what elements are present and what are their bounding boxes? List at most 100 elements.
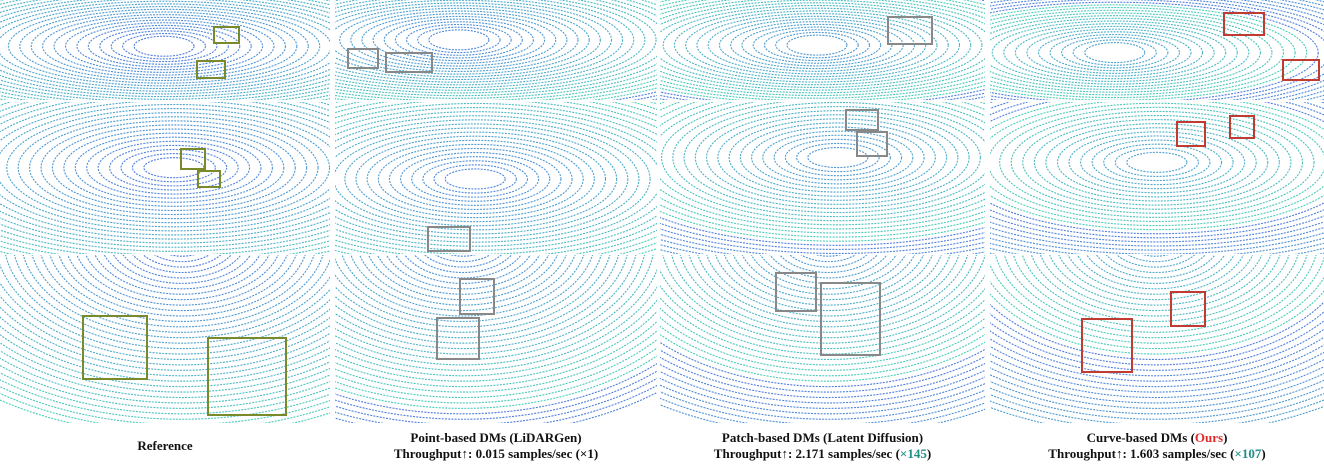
scan-ring — [990, 372, 1324, 409]
scan-ring — [779, 255, 878, 274]
scan-ring — [335, 320, 657, 388]
scan-ring — [361, 13, 557, 67]
scan-ring — [773, 134, 903, 181]
scan-ring — [990, 102, 1324, 239]
scan-ring — [0, 350, 330, 399]
scan-ring — [990, 102, 1324, 227]
scan-ring — [660, 316, 985, 371]
scan-ring — [662, 255, 985, 344]
scan-ring — [335, 347, 657, 404]
scan-ring — [990, 311, 1324, 366]
scan-ring — [739, 122, 936, 193]
scan-ring — [0, 357, 330, 404]
caption-text: ) — [1223, 430, 1228, 445]
scan-ring — [990, 365, 1324, 404]
scan-ring — [1086, 255, 1226, 284]
scan-ring — [660, 341, 985, 388]
scan-ring — [990, 320, 1324, 371]
scan-ring — [335, 355, 657, 409]
caption-text: Point-based DMs (LiDARGen) — [410, 430, 582, 445]
scan-ring — [388, 147, 562, 210]
scan-ring — [660, 216, 985, 246]
scan-ring — [660, 356, 985, 399]
scan-ring — [706, 110, 970, 205]
scan-ring — [99, 27, 229, 65]
scan-ring — [1127, 255, 1184, 263]
scan-ring — [53, 16, 275, 76]
scan-ring — [685, 10, 949, 80]
scan-ring — [335, 0, 646, 89]
scan-ring — [990, 328, 1324, 377]
scan-ring — [444, 168, 506, 190]
scan-ring — [42, 14, 286, 79]
caption-text: Throughput↑: 1.603 samples/sec ( — [1048, 446, 1235, 461]
scan-ring — [394, 255, 532, 284]
scan-ring — [723, 255, 933, 306]
scan-ring — [335, 119, 640, 239]
scan-ring — [660, 102, 985, 226]
scan-ring — [335, 0, 657, 99]
scan-ring — [17, 112, 330, 224]
scan-ring — [0, 0, 330, 92]
column-caption: Patch-based DMs (Latent Diffusion) Throug… — [660, 430, 985, 462]
scan-ring — [7, 6, 321, 87]
scan-ring — [1026, 28, 1204, 77]
scan-ring — [660, 0, 985, 97]
highlight-box — [1170, 291, 1206, 327]
scan-ring — [741, 23, 893, 67]
scan-ring — [133, 35, 195, 57]
scan-ring — [990, 7, 1296, 99]
scan-ring — [0, 263, 330, 355]
scan-ring — [335, 255, 611, 333]
scan-ring — [694, 106, 981, 210]
caption-text: Curve-based DMs ( — [1086, 430, 1195, 445]
scan-ring — [335, 268, 657, 366]
scan-ring — [789, 255, 868, 268]
scan-ring — [660, 0, 985, 99]
caption-line: Throughput↑: 1.603 samples/sec (×107) — [990, 446, 1324, 462]
caption-text: Reference — [137, 438, 193, 453]
highlight-box — [347, 48, 379, 69]
scan-ring — [335, 0, 624, 83]
scan-ring — [0, 316, 330, 377]
scan-ring — [1045, 123, 1269, 202]
scan-ring — [335, 102, 657, 254]
scan-ring — [335, 107, 657, 251]
scan-ring — [67, 255, 297, 312]
scan-ring — [1114, 147, 1199, 177]
scan-ring — [990, 226, 1324, 251]
scan-ring — [109, 144, 239, 191]
scan-ring — [63, 128, 285, 207]
scan-ring — [339, 7, 579, 72]
point-cloud-panel — [0, 102, 330, 254]
scan-ring — [153, 255, 211, 263]
scan-ring — [76, 255, 288, 306]
scan-ring — [612, 91, 657, 100]
scan-ring — [335, 102, 657, 254]
scan-ring — [990, 386, 1324, 420]
caption-line: Patch-based DMs (Latent Diffusion) — [660, 430, 985, 446]
scan-ring — [1049, 255, 1263, 306]
scan-ring — [0, 325, 330, 382]
scan-ring — [660, 363, 985, 404]
caption-text: ×107 — [1234, 446, 1262, 461]
scan-ring — [786, 34, 848, 56]
scan-ring — [335, 111, 657, 247]
scan-ring — [990, 12, 1273, 93]
scan-ring — [6, 108, 330, 228]
scan-ring — [411, 156, 540, 202]
scan-ring — [673, 7, 961, 83]
point-cloud-panel — [335, 255, 657, 423]
caption-text: ×145 — [899, 446, 927, 461]
scan-ring — [660, 92, 985, 100]
caption-text: Ours — [1194, 430, 1224, 445]
scan-ring — [1010, 110, 1304, 214]
scan-ring — [660, 333, 985, 382]
scan-ring — [990, 344, 1324, 388]
scan-ring — [344, 131, 607, 227]
scan-ring — [0, 392, 330, 423]
caption-line: Throughput↑: 2.171 samples/sec (×145) — [660, 446, 985, 462]
scan-ring — [335, 102, 657, 254]
highlight-box — [1282, 59, 1320, 81]
scan-ring — [335, 299, 657, 377]
